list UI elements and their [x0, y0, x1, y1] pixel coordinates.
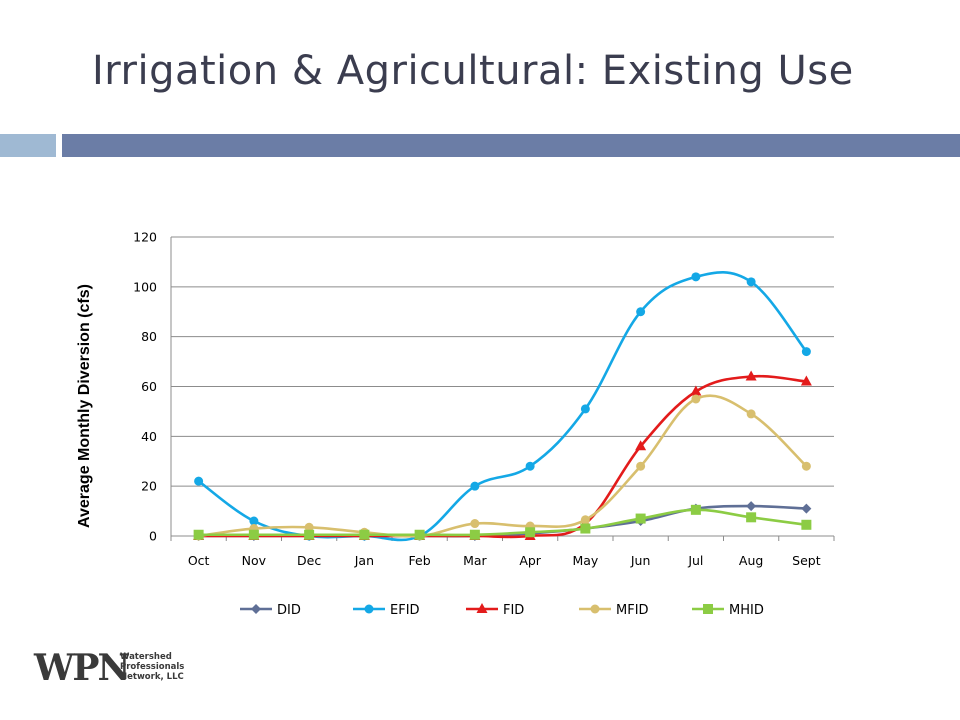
data-point-efid [691, 272, 701, 282]
x-tick-label: Jun [630, 553, 651, 568]
y-tick-label: 80 [141, 329, 157, 344]
x-tick-label: Jan [354, 553, 374, 568]
legend-label: MHID [729, 603, 764, 618]
data-point-fid [690, 385, 702, 396]
legend-label: EFID [390, 603, 420, 618]
logo-mark: WPN [34, 647, 130, 689]
y-tick-label: 60 [141, 379, 157, 394]
data-point-efid [746, 277, 756, 287]
data-point-mfid [470, 519, 480, 529]
legend-label: DID [277, 603, 301, 618]
data-point-mhid [193, 529, 204, 540]
data-point-did [801, 503, 812, 514]
series-mhid [193, 504, 812, 540]
legend-item-did: DID [240, 603, 301, 618]
logo-line-1: Watershed [120, 652, 172, 662]
x-tick-label: May [572, 553, 598, 568]
x-tick-label: Oct [188, 553, 210, 568]
data-point-mfid [636, 461, 646, 471]
x-tick-label: Aug [739, 553, 763, 568]
data-point-efid [249, 516, 259, 526]
x-tick-label: Nov [242, 553, 267, 568]
x-tick-label: Sept [792, 553, 821, 568]
y-tick-label: 40 [141, 429, 157, 444]
data-point-mfid [801, 461, 811, 471]
data-point-mhid [525, 527, 536, 538]
data-point-mhid [469, 529, 480, 540]
data-point-mhid [801, 519, 812, 530]
legend-item-efid: EFID [353, 603, 420, 618]
data-point-mfid [691, 394, 701, 404]
data-point-efid [194, 476, 204, 486]
series-line-fid [198, 374, 807, 539]
data-point-mfid [304, 522, 314, 532]
series-efid [194, 270, 811, 542]
company-logo: WPN Watershed Professionals Network, LLC [34, 648, 184, 690]
legend-swatch-marker [476, 603, 488, 613]
legend-item-fid: FID [466, 603, 524, 618]
legend-swatch-marker [364, 604, 374, 614]
data-point-mhid [635, 513, 646, 524]
y-tick-label: 100 [133, 279, 157, 294]
y-tick-label: 20 [141, 479, 157, 494]
data-point-mhid [248, 529, 259, 540]
data-point-efid [580, 404, 590, 414]
data-point-mhid [304, 529, 315, 540]
data-point-efid [636, 307, 646, 317]
legend-item-mhid: MHID [692, 603, 764, 618]
data-point-fid [635, 440, 647, 451]
series-mfid [194, 394, 811, 541]
logo-line-3: Network, LLC [120, 672, 184, 682]
y-tick-label: 0 [149, 529, 157, 544]
data-point-mfid [746, 409, 756, 419]
data-point-mfid [580, 515, 590, 525]
y-tick-label: 120 [133, 230, 157, 245]
x-tick-label: Feb [409, 553, 431, 568]
legend-swatch-marker [251, 604, 261, 614]
legend-swatch-marker [590, 604, 600, 614]
title-bar-accent-left [0, 134, 56, 157]
legend-swatch-marker [703, 604, 713, 614]
data-point-mhid [359, 529, 370, 540]
title-bar-accent-right [62, 134, 960, 157]
data-point-fid [745, 370, 757, 381]
slide-title: Irrigation & Agricultural: Existing Use [92, 48, 854, 94]
legend-item-mfid: MFID [579, 603, 649, 618]
x-tick-label: Jul [687, 553, 703, 568]
data-point-did [746, 501, 757, 512]
data-point-mhid [746, 512, 757, 523]
data-point-efid [801, 347, 811, 357]
data-point-mhid [414, 529, 425, 540]
logo-subtitle: Watershed Professionals Network, LLC [120, 652, 184, 682]
series-line-mhid [198, 508, 807, 537]
logo-line-2: Professionals [120, 662, 185, 672]
x-tick-label: Mar [463, 553, 487, 568]
series-line-efid [197, 270, 808, 542]
series-line-mfid [198, 394, 808, 538]
data-point-fid [800, 375, 812, 386]
x-tick-label: Apr [519, 553, 541, 568]
x-tick-label: Dec [297, 553, 321, 568]
data-point-efid [470, 481, 480, 491]
legend-label: MFID [616, 603, 649, 618]
data-point-mhid [580, 523, 591, 534]
data-point-efid [525, 461, 535, 471]
data-point-mhid [690, 504, 701, 515]
legend-label: FID [503, 603, 524, 618]
